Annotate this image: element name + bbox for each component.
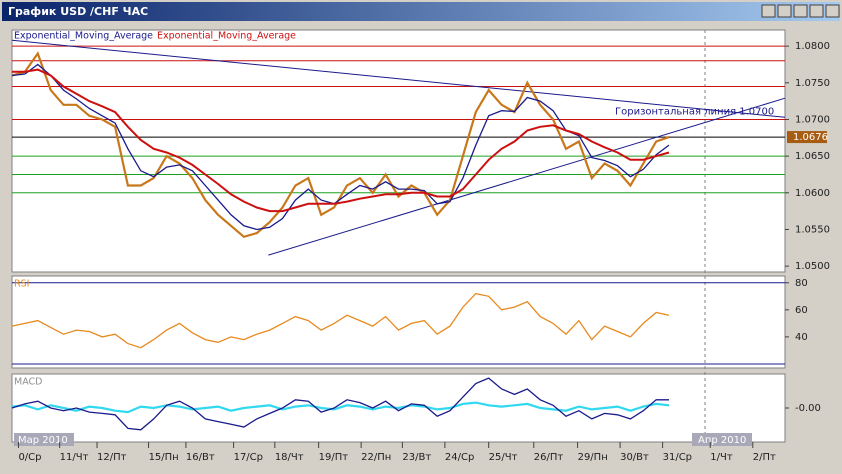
trend-line — [11, 39, 786, 118]
period-box — [692, 433, 752, 446]
annotation: Горизонтальная линия 1.0700 — [615, 106, 774, 117]
y-tick-label: 1.0500 — [795, 261, 830, 272]
last-value-label: 1.0676 — [793, 132, 828, 143]
x-tick-label: 19/Пт — [319, 452, 349, 463]
x-tick-label: 2/Пт — [753, 452, 776, 463]
window-title: График USD /CHF ЧАС — [8, 5, 148, 18]
y-tick-label: 80 — [795, 278, 808, 289]
y-tick-label: 1.0700 — [795, 114, 830, 125]
restore-button[interactable] — [777, 4, 792, 18]
x-tick-label: 17/Ср — [234, 452, 263, 463]
help-button[interactable] — [761, 4, 776, 18]
series-line — [12, 68, 670, 213]
x-tick-label: 29/Пн — [578, 452, 608, 463]
x-tick-label: 23/Вт — [402, 452, 431, 463]
close-button[interactable] — [825, 4, 840, 18]
y-tick-label: 1.0550 — [795, 224, 830, 235]
y-tick-label: 1.0750 — [795, 78, 830, 89]
y-tick-label: 1.0600 — [795, 188, 830, 199]
x-tick-label: 22/Пн — [361, 452, 391, 463]
series-line — [11, 63, 670, 231]
y-tick-label: 40 — [795, 332, 808, 343]
maximize-button[interactable] — [809, 4, 824, 18]
x-tick-label: 0/Ср — [18, 452, 41, 463]
rsi-panel — [11, 275, 786, 369]
series-line — [11, 377, 669, 431]
x-tick-label: 25/Чт — [489, 452, 518, 463]
panel-label: RSI — [14, 279, 29, 290]
y-tick-label: 1.0800 — [795, 41, 830, 52]
pin-button[interactable] — [793, 4, 808, 18]
title-bar — [2, 2, 840, 21]
x-tick-label: 26/Пт — [534, 452, 564, 463]
y-tick-label: 60 — [795, 305, 808, 316]
x-tick-label: 11/Чт — [60, 452, 89, 463]
window-buttons[interactable] — [761, 4, 840, 18]
x-tick-label: 16/Вт — [186, 452, 215, 463]
period-box — [14, 433, 74, 446]
trend-line — [268, 97, 786, 256]
series-line — [11, 292, 670, 349]
period-label: Апр 2010 — [698, 435, 746, 446]
x-tick-label: 18/Чт — [275, 452, 304, 463]
legend-entry: Exponential_Moving_Average — [157, 31, 296, 42]
panel-label: MACD — [14, 377, 42, 388]
x-tick-label: 12/Пт — [97, 452, 127, 463]
legend-entry: Exponential_Moving_Average — [14, 31, 153, 42]
price-panel — [11, 29, 786, 273]
x-tick-label: 31/Ср — [663, 452, 692, 463]
period-label: Мар 2010 — [18, 435, 68, 446]
x-tick-label: 15/Пн — [149, 452, 179, 463]
last-value-box — [787, 131, 827, 144]
x-tick-label: 30/Вт — [620, 452, 649, 463]
y-tick-label: -0.00 — [795, 403, 821, 414]
series-line — [11, 51, 670, 239]
x-tick-label: 24/Ср — [445, 452, 474, 463]
y-tick-label: 1.0650 — [795, 151, 830, 162]
x-tick-label: 1/Чт — [710, 452, 733, 463]
